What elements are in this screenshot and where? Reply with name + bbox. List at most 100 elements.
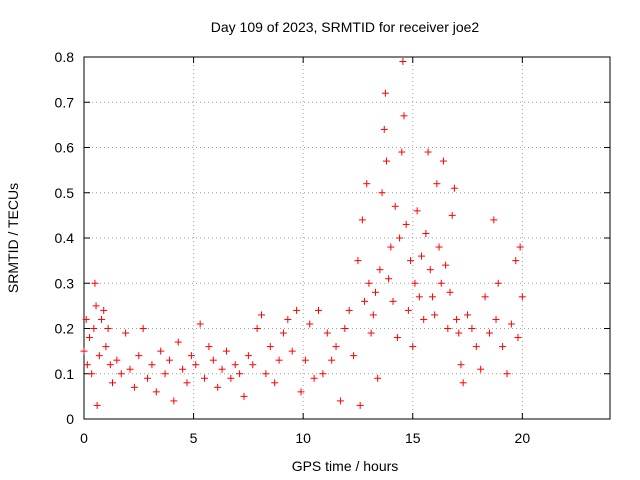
data-point — [356, 401, 364, 409]
data-point — [345, 306, 353, 314]
data-point — [293, 306, 301, 314]
data-point — [420, 315, 428, 323]
y-tick-label: 0.8 — [55, 49, 75, 65]
data-point — [170, 397, 178, 405]
y-tick-label: 0.6 — [55, 140, 75, 156]
data-point — [393, 334, 401, 342]
data-point — [92, 302, 100, 310]
data-point — [288, 347, 296, 355]
data-point — [367, 329, 375, 337]
data-point — [407, 257, 415, 265]
data-point — [253, 325, 261, 332]
data-point — [492, 315, 500, 323]
data-point — [444, 325, 452, 332]
data-point — [468, 325, 476, 332]
data-point — [179, 365, 187, 373]
data-point — [328, 356, 336, 364]
data-point — [437, 279, 445, 287]
data-point — [231, 361, 239, 369]
data-point — [415, 293, 423, 301]
data-point — [450, 184, 458, 192]
data-point — [433, 180, 441, 188]
data-point — [249, 361, 257, 369]
x-tick-label: 15 — [405, 430, 421, 446]
data-point — [365, 279, 373, 287]
data-point — [514, 334, 522, 342]
data-point — [227, 374, 235, 382]
data-point — [222, 347, 230, 355]
data-point — [382, 157, 390, 165]
data-points — [80, 58, 526, 409]
data-point — [271, 379, 279, 387]
data-point — [104, 325, 112, 332]
data-point — [512, 257, 520, 265]
data-point — [369, 311, 377, 319]
data-point — [192, 361, 200, 369]
grid-lines — [84, 56, 610, 419]
data-point — [310, 374, 318, 382]
data-point — [209, 356, 217, 364]
data-point — [161, 370, 169, 378]
data-point — [374, 374, 382, 382]
data-point — [183, 379, 191, 387]
data-point — [376, 266, 384, 274]
data-point — [428, 293, 436, 301]
y-tick-label: 0.5 — [55, 185, 75, 201]
data-point — [284, 315, 292, 323]
data-point — [446, 288, 454, 296]
data-point — [453, 315, 461, 323]
data-point — [315, 306, 323, 314]
data-point — [358, 216, 366, 224]
y-tick-label: 0.2 — [55, 321, 75, 337]
data-point — [93, 401, 101, 409]
data-point — [98, 315, 106, 323]
data-point — [144, 374, 152, 382]
data-point — [371, 288, 379, 296]
data-point — [464, 311, 472, 319]
y-tick-label: 0 — [66, 411, 74, 427]
data-point — [83, 361, 91, 369]
data-point — [389, 297, 397, 305]
data-point — [152, 388, 160, 396]
data-point — [459, 379, 467, 387]
data-point — [418, 252, 426, 260]
data-point — [477, 365, 485, 373]
data-point — [244, 352, 252, 360]
data-point — [139, 325, 147, 332]
data-point — [424, 148, 432, 156]
data-point — [91, 279, 99, 287]
data-point — [385, 275, 393, 283]
data-point — [297, 388, 305, 396]
data-point — [90, 325, 98, 332]
data-point — [396, 234, 404, 242]
data-point — [187, 352, 195, 360]
data-point — [85, 334, 93, 342]
data-point — [301, 356, 309, 364]
data-point — [435, 243, 443, 251]
data-point — [404, 306, 412, 314]
data-point — [426, 266, 434, 274]
data-point — [100, 306, 108, 314]
data-point — [262, 370, 270, 378]
x-tick-label: 10 — [295, 430, 311, 446]
data-point — [108, 379, 116, 387]
data-point — [117, 370, 125, 378]
data-point — [214, 383, 222, 391]
x-axis-label: GPS time / hours — [292, 458, 399, 474]
y-tick-label: 0.4 — [55, 230, 75, 246]
chart-title-group: Day 109 of 2023, SRMTID for receiver joe… — [211, 19, 480, 35]
data-point — [499, 343, 507, 351]
data-point — [106, 361, 114, 369]
data-point — [409, 343, 417, 351]
plot-frame — [83, 56, 611, 420]
data-point — [442, 261, 450, 269]
x-tick-labels: 0 5 10 15 20 — [80, 430, 530, 446]
axis-ticks — [83, 56, 610, 420]
data-point — [319, 370, 327, 378]
data-point — [126, 365, 134, 373]
y-tick-label: 0.7 — [55, 94, 75, 110]
data-point — [279, 329, 287, 337]
data-point — [400, 112, 408, 120]
data-point — [266, 343, 274, 351]
data-point — [205, 343, 213, 351]
